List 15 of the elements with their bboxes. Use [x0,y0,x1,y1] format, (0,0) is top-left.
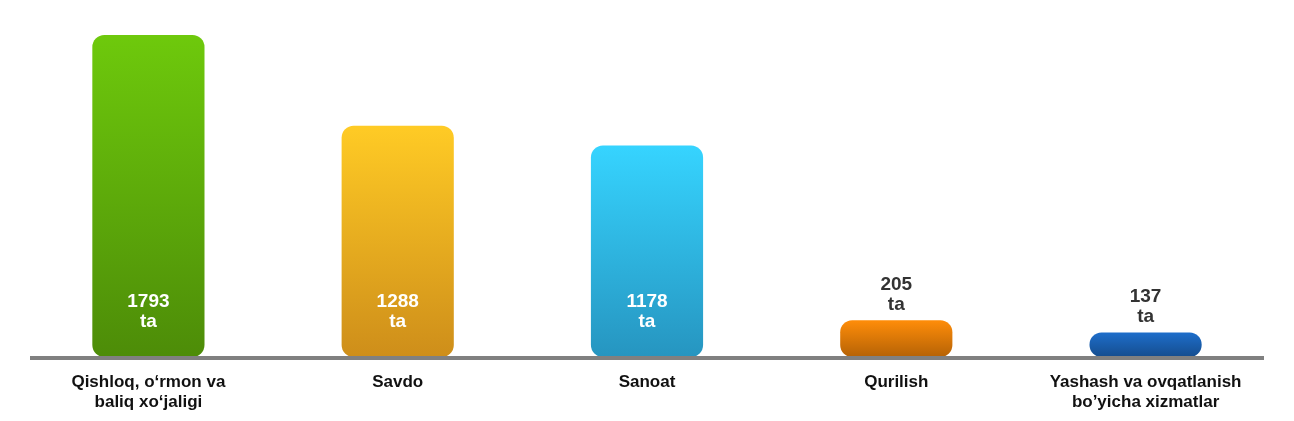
data-label: 1178 ta [626,290,668,331]
bar [1089,332,1202,357]
bar [840,320,953,357]
x-tick-label: Qurilish [864,372,929,391]
data-label: 137 ta [1129,285,1162,327]
x-tick-label: Savdo [372,372,424,391]
data-label: 205 ta [880,273,913,315]
bar [590,145,704,357]
data-label: 1793 ta [127,290,170,331]
bar [92,35,205,357]
bar [341,125,454,357]
x-tick-label: Sanoat [618,372,676,391]
x-tick-label: Yashash va ovqatlanish bo’yicha xizmatlar [1049,372,1242,411]
x-tick-label: Qishloq, o‘rmon va baliq xo‘jaligi [71,372,226,411]
data-label: 1288 ta [376,290,419,331]
